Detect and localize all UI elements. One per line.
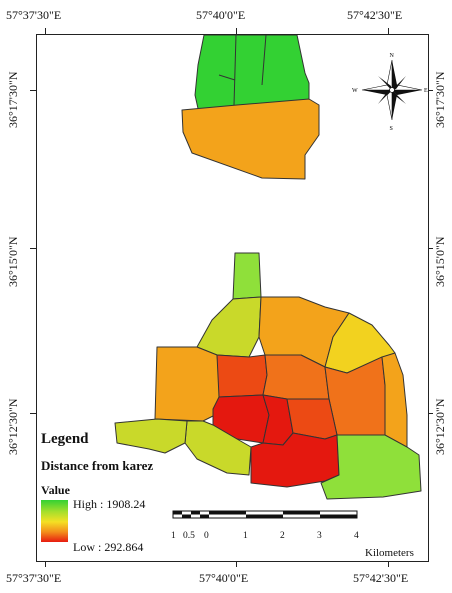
legend-color-ramp (41, 500, 68, 542)
coord-bottom-3: 57°42'30"E (353, 571, 409, 585)
legend-value-label: Value (41, 483, 70, 497)
north-letter: N (390, 53, 395, 59)
legend-high-label: High : 1908.24 (73, 497, 146, 511)
tick-right-1 (427, 90, 433, 91)
east-letter: E (424, 88, 428, 94)
coord-top-1: 57°37'30"E (6, 8, 62, 22)
legend-title: Legend (41, 431, 89, 447)
scale-unit-label: Kilometers (365, 547, 414, 559)
legend-subtitle: Distance from karez (41, 458, 154, 473)
tick-left-3 (30, 413, 36, 414)
scale-tick-label: 2 (280, 531, 285, 541)
scale-tick-label: 0 (204, 531, 209, 541)
coord-right-2: 36°15'0"N (433, 236, 447, 287)
south-letter: S (390, 126, 393, 132)
region-southeast-green (320, 434, 422, 500)
region-south-yellow (184, 420, 252, 476)
scale-tick-label: 4 (354, 531, 359, 541)
coord-right-3: 36°12'30"N (433, 398, 447, 455)
west-letter: W (352, 88, 358, 94)
region-far-east-orange (381, 352, 408, 448)
scale-tick-label: 1 (243, 531, 248, 541)
map-frame: N E S W Legend Distance from karez Value… (36, 34, 429, 562)
region-north-divider-2 (261, 35, 267, 86)
map-canvas: N E S W (114, 35, 428, 519)
scale-tick-label: 3 (317, 531, 322, 541)
legend-low-label: Low : 292.864 (73, 540, 144, 554)
tick-left-2 (30, 248, 36, 249)
region-southwest-yellow (114, 418, 188, 454)
coord-bottom-1: 57°37'30"E (6, 571, 62, 585)
tick-bottom-3 (388, 561, 389, 567)
coord-left-2: 36°15'0"N (6, 236, 20, 287)
region-north-divider-1 (233, 35, 237, 106)
region-north-divider-3 (218, 74, 236, 81)
coord-bottom-2: 57°40'0"E (199, 571, 249, 585)
region-west-orange (154, 346, 222, 422)
coord-right-1: 36°17'30"N (433, 71, 447, 128)
tick-top-2 (236, 28, 237, 34)
coord-top-2: 57°40'0"E (196, 8, 246, 22)
region-north-orange (181, 98, 320, 180)
tick-left-1 (30, 90, 36, 91)
tick-right-2 (427, 248, 433, 249)
tick-right-3 (427, 413, 433, 414)
north-arrow-icon: N E S W (352, 53, 428, 132)
coord-left-1: 36°17'30"N (6, 71, 20, 128)
coord-left-3: 36°12'30"N (6, 398, 20, 455)
coord-top-3: 57°42'30"E (347, 8, 403, 22)
tick-top-1 (45, 28, 46, 34)
tick-bottom-2 (236, 561, 237, 567)
tick-bottom-1 (45, 561, 46, 567)
region-south-green-top (232, 252, 262, 300)
region-center-red-orange (216, 354, 268, 398)
scale-tick-label: 1 (171, 531, 176, 541)
scale-bar (172, 510, 358, 519)
region-northwest-yellow (196, 296, 262, 358)
tick-top-3 (388, 28, 389, 34)
scale-tick-label: 0.5 (183, 531, 195, 541)
